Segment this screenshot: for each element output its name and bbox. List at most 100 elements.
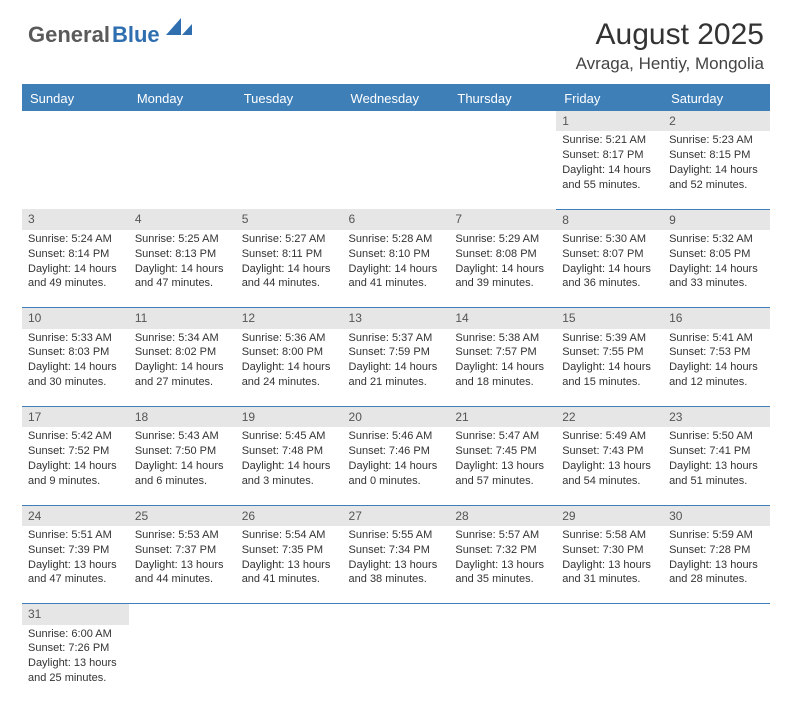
sunset-text: Sunset: 7:46 PM xyxy=(349,444,444,459)
day-number-cell xyxy=(22,111,129,131)
sunset-text: Sunset: 8:08 PM xyxy=(455,247,550,262)
day-body-row: Sunrise: 5:24 AMSunset: 8:14 PMDaylight:… xyxy=(22,230,770,308)
daylight-text-1: Daylight: 14 hours xyxy=(242,360,337,375)
day-cell: Sunrise: 5:30 AMSunset: 8:07 PMDaylight:… xyxy=(556,230,663,308)
day-cell: Sunrise: 5:41 AMSunset: 7:53 PMDaylight:… xyxy=(663,329,770,407)
day-cell xyxy=(663,625,770,703)
logo-text-blue: Blue xyxy=(112,22,160,48)
sunrise-text: Sunrise: 5:45 AM xyxy=(242,429,337,444)
daylight-text-1: Daylight: 13 hours xyxy=(28,558,123,573)
sunset-text: Sunset: 7:30 PM xyxy=(562,543,657,558)
daylight-text-1: Daylight: 14 hours xyxy=(349,360,444,375)
day-cell xyxy=(343,131,450,209)
sunset-text: Sunset: 8:11 PM xyxy=(242,247,337,262)
day-number-cell: 11 xyxy=(129,308,236,329)
day-cell: Sunrise: 5:51 AMSunset: 7:39 PMDaylight:… xyxy=(22,526,129,604)
day-number-cell: 21 xyxy=(449,407,556,428)
daylight-text-2: and 49 minutes. xyxy=(28,276,123,291)
sunset-text: Sunset: 7:50 PM xyxy=(135,444,230,459)
day-number-cell: 9 xyxy=(663,209,770,230)
daylight-text-1: Daylight: 14 hours xyxy=(562,163,657,178)
day-body-row: Sunrise: 5:42 AMSunset: 7:52 PM Daylight:… xyxy=(22,427,770,505)
day-number-cell xyxy=(449,111,556,131)
day-body-row: Sunrise: 5:33 AMSunset: 8:03 PMDaylight:… xyxy=(22,329,770,407)
day-number-cell: 20 xyxy=(343,407,450,428)
day-number-cell: 16 xyxy=(663,308,770,329)
sunset-text: Sunset: 7:52 PM xyxy=(28,444,123,459)
day-number-cell xyxy=(236,604,343,625)
day-cell: Sunrise: 5:46 AMSunset: 7:46 PMDaylight:… xyxy=(343,427,450,505)
sunset-text: Sunset: 7:35 PM xyxy=(242,543,337,558)
sunrise-text: Sunrise: 5:30 AM xyxy=(562,232,657,247)
sunset-text: Sunset: 8:02 PM xyxy=(135,345,230,360)
daylight-text-1: Daylight: 13 hours xyxy=(28,656,123,671)
month-title: August 2025 xyxy=(576,18,764,52)
day-header-row: SundayMondayTuesdayWednesdayThursdayFrid… xyxy=(22,86,770,111)
day-number-cell: 17 xyxy=(22,407,129,428)
daylight-text-1: Daylight: 14 hours xyxy=(455,360,550,375)
sunrise-text: Sunrise: 5:53 AM xyxy=(135,528,230,543)
sunset-text: Sunset: 7:59 PM xyxy=(349,345,444,360)
sunset-text: Sunset: 7:39 PM xyxy=(28,543,123,558)
daylight-text-2: and 28 minutes. xyxy=(669,572,764,587)
daylight-text-2: and 55 minutes. xyxy=(562,178,657,193)
day-cell: Sunrise: 5:36 AMSunset: 8:00 PMDaylight:… xyxy=(236,329,343,407)
day-number-row: 10111213141516 xyxy=(22,308,770,329)
sunset-text: Sunset: 7:28 PM xyxy=(669,543,764,558)
sunset-text: Sunset: 8:03 PM xyxy=(28,345,123,360)
day-number-cell: 1 xyxy=(556,111,663,131)
sunrise-text: Sunrise: 5:24 AM xyxy=(28,232,123,247)
day-body-row: Sunrise: 6:00 AMSunset: 7:26 PMDaylight:… xyxy=(22,625,770,703)
day-cell: Sunrise: 6:00 AMSunset: 7:26 PMDaylight:… xyxy=(22,625,129,703)
day-cell xyxy=(236,131,343,209)
daylight-text-1: Daylight: 13 hours xyxy=(242,558,337,573)
day-number-cell: 12 xyxy=(236,308,343,329)
daylight-text-2: and 41 minutes. xyxy=(349,276,444,291)
sunset-text: Sunset: 7:32 PM xyxy=(455,543,550,558)
daylight-text-1: Daylight: 14 hours xyxy=(349,459,444,474)
sunset-text: Sunset: 7:57 PM xyxy=(455,345,550,360)
daylight-text-2: and 0 minutes. xyxy=(349,474,444,489)
page-header: General Blue August 2025 Avraga, Hentiy,… xyxy=(0,0,792,80)
daylight-text-1: Daylight: 14 hours xyxy=(455,262,550,277)
sunrise-text: Sunrise: 5:55 AM xyxy=(349,528,444,543)
sunrise-text: Sunrise: 5:57 AM xyxy=(455,528,550,543)
day-number-cell: 13 xyxy=(343,308,450,329)
day-cell: Sunrise: 5:58 AMSunset: 7:30 PMDaylight:… xyxy=(556,526,663,604)
day-number-cell: 18 xyxy=(129,407,236,428)
daylight-text-1: Daylight: 14 hours xyxy=(135,360,230,375)
daylight-text-1: Daylight: 14 hours xyxy=(135,262,230,277)
day-cell: Sunrise: 5:59 AMSunset: 7:28 PMDaylight:… xyxy=(663,526,770,604)
day-number-cell: 19 xyxy=(236,407,343,428)
day-number-cell: 22 xyxy=(556,407,663,428)
daylight-text-2: and 31 minutes. xyxy=(562,572,657,587)
day-number-cell: 6 xyxy=(343,209,450,230)
day-cell: Sunrise: 5:25 AMSunset: 8:13 PMDaylight:… xyxy=(129,230,236,308)
sunrise-text: Sunrise: 5:43 AM xyxy=(135,429,230,444)
sunrise-text: Sunrise: 5:27 AM xyxy=(242,232,337,247)
sunrise-text: Sunrise: 5:49 AM xyxy=(562,429,657,444)
daylight-text-2: and 3 minutes. xyxy=(242,474,337,489)
sunset-text: Sunset: 7:43 PM xyxy=(562,444,657,459)
sunrise-text: Sunrise: 5:23 AM xyxy=(669,133,764,148)
day-cell xyxy=(556,625,663,703)
day-number-cell xyxy=(449,604,556,625)
day-body-row: Sunrise: 5:51 AMSunset: 7:39 PMDaylight:… xyxy=(22,526,770,604)
sunrise-text: Sunrise: 5:28 AM xyxy=(349,232,444,247)
day-number-cell: 10 xyxy=(22,308,129,329)
day-cell xyxy=(129,625,236,703)
sunset-text: Sunset: 8:10 PM xyxy=(349,247,444,262)
daylight-text-1: Daylight: 14 hours xyxy=(669,360,764,375)
calendar-table: SundayMondayTuesdayWednesdayThursdayFrid… xyxy=(22,86,770,703)
day-number-cell: 31 xyxy=(22,604,129,625)
day-cell: Sunrise: 5:37 AMSunset: 7:59 PMDaylight:… xyxy=(343,329,450,407)
sunrise-text: Sunrise: 5:42 AM xyxy=(28,429,123,444)
day-cell: Sunrise: 5:54 AMSunset: 7:35 PMDaylight:… xyxy=(236,526,343,604)
day-number-cell xyxy=(556,604,663,625)
sunrise-text: Sunrise: 5:32 AM xyxy=(669,232,764,247)
sunset-text: Sunset: 8:15 PM xyxy=(669,148,764,163)
day-header: Tuesday xyxy=(236,86,343,111)
sunrise-text: Sunrise: 5:39 AM xyxy=(562,331,657,346)
day-number-cell: 23 xyxy=(663,407,770,428)
day-header: Thursday xyxy=(449,86,556,111)
